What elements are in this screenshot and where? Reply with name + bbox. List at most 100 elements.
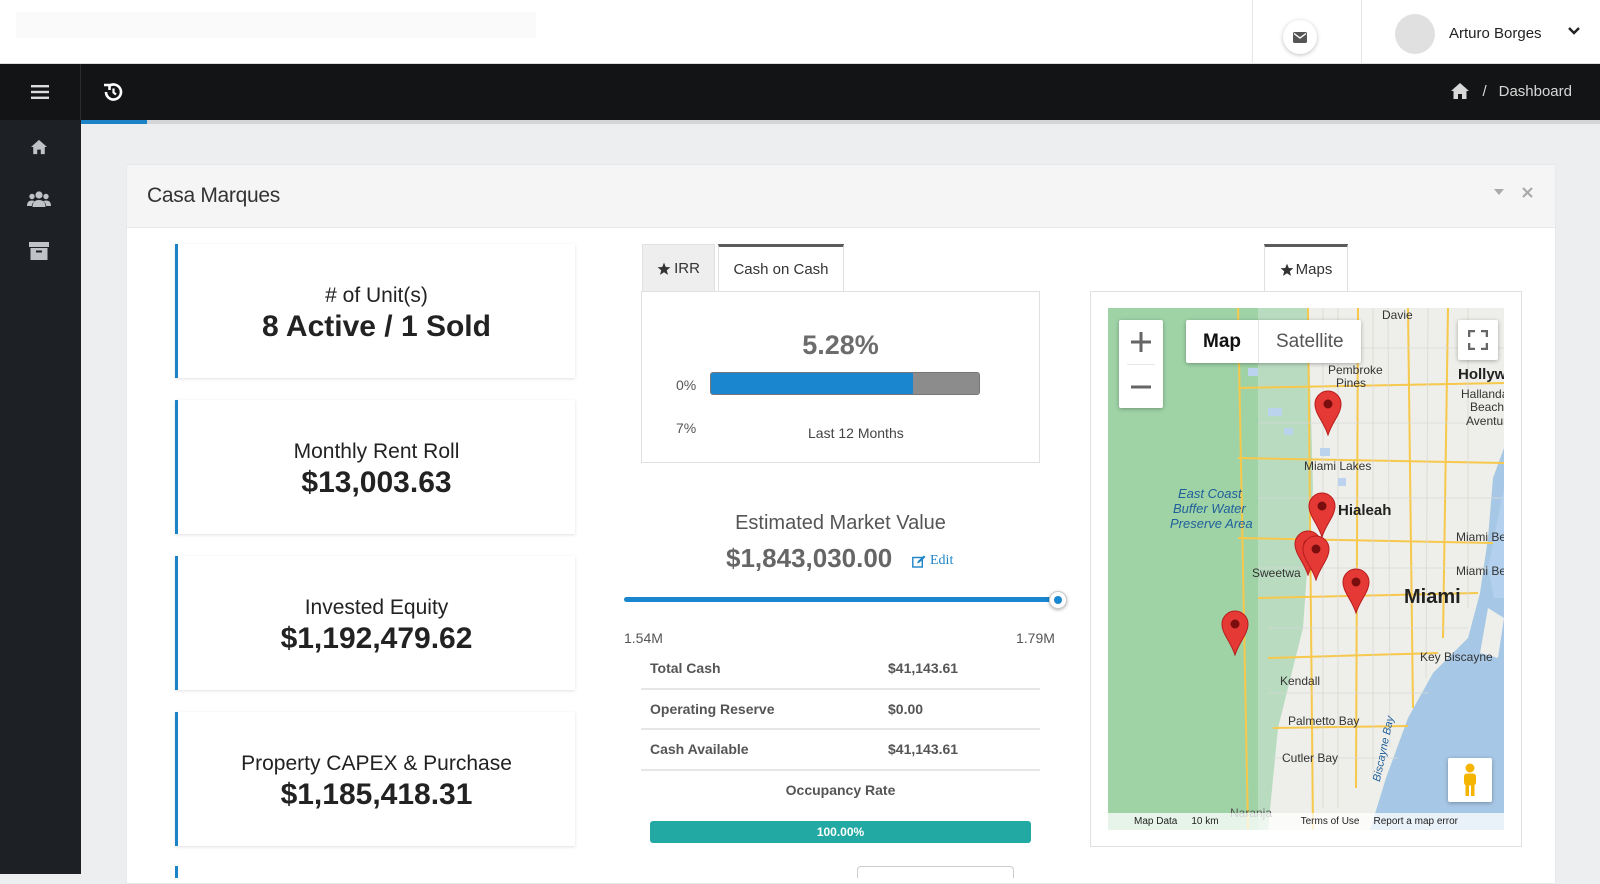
market-value-slider-track[interactable] [624, 597, 1058, 602]
home-icon [31, 139, 47, 155]
row-label: Total Cash [641, 648, 888, 690]
map-label: East Coast [1178, 486, 1242, 501]
cash-on-cash-panel: 5.28% 0% 7% Last 12 Months [641, 291, 1040, 463]
messages-button[interactable] [1283, 20, 1317, 54]
panel-header: Casa Marques [127, 165, 1555, 228]
market-value: $1,843,030.00 [726, 543, 893, 573]
map-label: Palmetto Bay [1288, 714, 1360, 728]
nav-underline [147, 120, 1600, 124]
user-menu-toggle[interactable] [1567, 24, 1581, 43]
star-icon [1280, 263, 1294, 276]
sidebar [0, 120, 81, 874]
map-label: Pembroke [1328, 363, 1383, 377]
main-navbar: / Dashboard [0, 64, 1600, 124]
row-value: $41,143.61 [888, 648, 1040, 690]
occupancy-progress: 100.00% [650, 821, 1031, 843]
map-label: Hialeah [1338, 502, 1392, 519]
star-icon [657, 262, 671, 275]
period-label: Last 12 Months [808, 425, 904, 441]
map-type-satellite[interactable]: Satellite [1276, 330, 1344, 352]
market-value-label: Estimated Market Value [735, 512, 946, 534]
map-marker-icon[interactable] [1308, 492, 1336, 538]
map-zoom-controls [1119, 320, 1163, 408]
market-value-slider-handle[interactable] [1049, 591, 1067, 609]
map-label: Hollywood [1458, 366, 1504, 383]
row-label: Operating Reserve [641, 688, 888, 730]
chevron-down-icon [1568, 27, 1580, 35]
report-error-link[interactable]: Report a map error [1373, 816, 1458, 827]
fullscreen-button[interactable] [1458, 320, 1498, 360]
archive-icon [29, 242, 49, 260]
slider-max-label: 1.79M [1016, 630, 1055, 646]
map-label: Miami [1404, 586, 1461, 608]
table-row: Operating Reserve $0.00 [641, 688, 1040, 730]
user-name[interactable]: Arturo Borges [1449, 25, 1542, 42]
map-label: Preserve Area [1170, 516, 1253, 531]
panel-tools [1494, 187, 1533, 198]
map-label: Aventura [1466, 414, 1504, 428]
map-marker-icon[interactable] [1314, 390, 1342, 436]
tab-label: IRR [674, 260, 700, 277]
stat-label: Invested Equity [304, 596, 449, 619]
occupancy-value: 100.00% [816, 825, 865, 839]
map-label: Davie [1382, 308, 1413, 322]
sidebar-item-home[interactable] [26, 134, 52, 160]
zoom-out-button[interactable] [1119, 365, 1163, 409]
collapse-icon[interactable] [1494, 189, 1504, 196]
occupancy-label: Occupancy Rate [785, 782, 896, 798]
fullscreen-icon [1468, 330, 1488, 350]
cash-on-cash-progress [710, 372, 980, 395]
map-type-map[interactable]: Map [1186, 320, 1259, 363]
tab-cash-on-cash[interactable]: Cash on Cash [718, 244, 844, 292]
map-marker-icon[interactable] [1302, 535, 1330, 581]
map-label: Cutler Bay [1282, 751, 1339, 765]
breadcrumb-current: Dashboard [1498, 82, 1572, 100]
history-icon [104, 83, 123, 101]
map-marker-icon[interactable] [1342, 568, 1370, 614]
sidebar-item-users[interactable] [26, 186, 52, 212]
stat-value: $1,192,479.62 [280, 622, 473, 655]
stat-card-capex: Property CAPEX & Purchase $1,185,418.31 [175, 712, 575, 846]
map-label: Hallandale [1461, 387, 1504, 401]
sidebar-item-archive[interactable] [26, 238, 52, 264]
map-label: Miami Be [1456, 564, 1504, 578]
street-view-button[interactable] [1448, 758, 1492, 802]
menu-toggle-button[interactable] [0, 64, 81, 120]
map-label: Sweetwa [1252, 566, 1301, 580]
map-label: Miami Be [1456, 530, 1504, 544]
history-button[interactable] [101, 80, 125, 109]
slider-min-label: 1.54M [624, 630, 663, 646]
plus-icon [1131, 332, 1151, 352]
stat-card-units: # of Unit(s) 8 Active / 1 Sold [175, 244, 575, 378]
map-footer: Map Data 10 km Terms of Use Report a map… [1108, 813, 1504, 830]
zoom-divider [1127, 364, 1155, 365]
map-label: Miami Lakes [1304, 459, 1372, 473]
cash-on-cash-value: 5.28% [802, 330, 879, 360]
partial-button[interactable] [857, 866, 1014, 878]
tab-irr[interactable]: IRR [642, 244, 715, 292]
users-icon [27, 191, 51, 207]
stat-card-partial [175, 866, 575, 878]
map-label: Key Biscayne [1420, 650, 1493, 664]
close-icon[interactable] [1522, 187, 1533, 198]
stat-label: # of Unit(s) [325, 284, 428, 307]
divider [1252, 0, 1253, 64]
stat-value: $13,003.63 [301, 466, 452, 499]
avatar[interactable] [1395, 14, 1435, 54]
stat-label: Monthly Rent Roll [293, 440, 460, 463]
edit-market-value-link[interactable]: Edit [912, 553, 953, 569]
home-icon[interactable] [1450, 82, 1470, 100]
map-marker-icon[interactable] [1221, 610, 1249, 656]
pegman-icon [1464, 763, 1476, 796]
minus-icon [1131, 385, 1151, 389]
tab-maps[interactable]: Maps [1264, 244, 1348, 292]
divider [1361, 0, 1362, 64]
google-map[interactable]: Davie Pembroke Pines Hollywood Hallandal… [1108, 308, 1504, 830]
zoom-in-button[interactable] [1119, 320, 1163, 364]
map-scale[interactable]: 10 km [1191, 816, 1219, 827]
map-label: Kendall [1280, 674, 1321, 688]
terms-link[interactable]: Terms of Use [1300, 816, 1360, 827]
financials-table: Total Cash $41,143.61 Operating Reserve … [641, 648, 1040, 771]
stat-value: 8 Active / 1 Sold [262, 310, 491, 343]
map-data-link[interactable]: Map Data [1134, 816, 1178, 827]
